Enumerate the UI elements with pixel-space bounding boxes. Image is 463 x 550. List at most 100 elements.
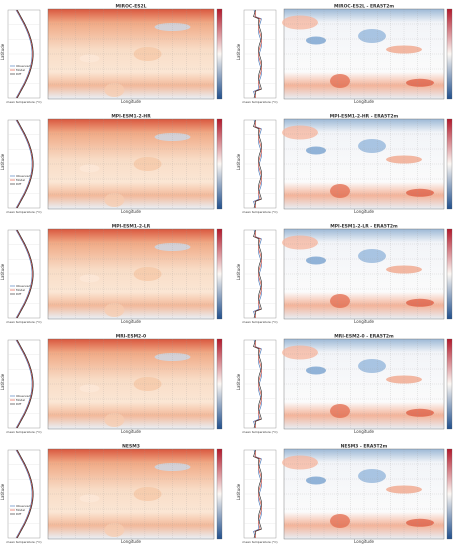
axis-label: mean temperature (°C) — [242, 210, 277, 214]
map-title: MPI-ESM1-2-HR - ERA5T2m — [330, 114, 399, 120]
axis-label: Latitude — [236, 483, 241, 500]
map-anomaly — [282, 345, 318, 360]
axis-label: mean temperature (°C) — [6, 320, 41, 324]
axis-label: Latitude — [236, 263, 241, 280]
map-anomaly — [79, 54, 100, 63]
colorbar — [446, 448, 453, 540]
profile-line — [16, 339, 34, 429]
map-anomaly — [133, 377, 162, 391]
axis-label: Longitude — [121, 539, 141, 544]
legend-label: Model — [16, 288, 25, 292]
map-anomaly — [306, 366, 326, 375]
axis-label: Longitude — [354, 319, 374, 324]
profile-line — [15, 339, 33, 429]
profile-line — [15, 119, 33, 209]
map-anomaly — [79, 274, 100, 283]
colorbar — [216, 228, 223, 320]
map-anomaly — [330, 404, 350, 418]
map-title: MIROC-ES2L — [115, 4, 146, 10]
legend-label: Diff — [16, 402, 22, 406]
axis-label: Latitude — [236, 153, 241, 170]
axis-label: Latitude — [0, 153, 5, 170]
legend-label: Observed — [16, 394, 31, 398]
profile-line — [253, 9, 262, 99]
profile-line — [16, 229, 34, 319]
profile-line — [16, 229, 33, 319]
axis-label: Longitude — [354, 429, 374, 434]
profile-line — [16, 119, 34, 209]
map-anomaly — [358, 29, 386, 43]
map-anomaly — [358, 249, 386, 263]
map-title: MPI-ESM1-2-LR - ERA5T2m — [330, 224, 398, 230]
map-anomaly — [79, 494, 100, 503]
profile-line — [253, 449, 262, 539]
legend-label: Observed — [16, 174, 31, 178]
profile-line — [15, 449, 33, 539]
colorbar — [446, 118, 453, 210]
legend-label: Model — [16, 178, 25, 182]
axis-label: Latitude — [0, 43, 5, 60]
profile-line — [15, 9, 33, 99]
map-anomaly — [358, 469, 386, 483]
map-anomaly — [330, 294, 350, 308]
legend-label: Diff — [16, 512, 22, 516]
legend-label: Diff — [16, 182, 22, 186]
axis-label: Longitude — [121, 319, 141, 324]
map-title: MRI-ESM2-0 - ERA5T2m — [334, 334, 394, 340]
map-title: NESM3 - ERA5T2m — [341, 444, 388, 450]
map-anomaly — [358, 359, 386, 373]
map-anomaly — [104, 523, 125, 537]
map-anomaly — [406, 408, 434, 417]
map-anomaly — [133, 487, 162, 501]
axis-label: mean temperature (°C) — [242, 430, 277, 434]
axis-label: mean temperature (°C) — [242, 540, 277, 544]
map-anomaly — [306, 256, 326, 265]
map-anomaly — [104, 303, 125, 317]
axis-label: Longitude — [354, 539, 374, 544]
axis-label: Latitude — [0, 263, 5, 280]
legend-label: Diff — [16, 292, 22, 296]
axis-label: Longitude — [121, 209, 141, 214]
map-anomaly — [133, 157, 162, 171]
colorbar — [216, 8, 223, 100]
map-title: MPI-ESM1-2-LR — [112, 224, 151, 230]
legend-label: Model — [16, 508, 25, 512]
map-anomaly — [79, 164, 100, 173]
axis-label: Longitude — [121, 429, 141, 434]
map-anomaly — [282, 15, 318, 30]
map-anomaly — [306, 146, 326, 155]
map-title: MPI-ESM1-2-HR — [111, 114, 151, 120]
colorbar — [216, 338, 223, 430]
profile-line — [253, 339, 262, 429]
profile-line — [16, 339, 33, 429]
map-anomaly — [406, 518, 434, 527]
axis-label: Latitude — [0, 373, 5, 390]
map-title: NESM3 — [122, 444, 140, 450]
map-anomaly — [330, 514, 350, 528]
map-anomaly — [133, 47, 162, 61]
map-anomaly — [282, 125, 318, 140]
legend-label: Observed — [16, 284, 31, 288]
legend-label: Observed — [16, 64, 31, 68]
axis-label: Longitude — [354, 209, 374, 214]
map-anomaly — [104, 413, 125, 427]
map-anomaly — [79, 384, 100, 393]
profile-line — [16, 449, 34, 539]
axis-label: Longitude — [354, 99, 374, 104]
map-anomaly — [358, 139, 386, 153]
legend-label: Observed — [16, 504, 31, 508]
profile-line — [16, 449, 33, 539]
axis-label: Longitude — [121, 99, 141, 104]
axis-label: mean temperature (°C) — [6, 210, 41, 214]
map-anomaly — [330, 184, 350, 198]
axis-label: Latitude — [236, 373, 241, 390]
map-anomaly — [406, 188, 434, 197]
colorbar — [216, 118, 223, 210]
map-anomaly — [406, 78, 434, 87]
axis-label: mean temperature (°C) — [6, 100, 41, 104]
map-anomaly — [306, 36, 326, 45]
axis-label: mean temperature (°C) — [6, 540, 41, 544]
map-anomaly — [406, 298, 434, 307]
profile-line — [16, 9, 34, 99]
axis-label: mean temperature (°C) — [242, 320, 277, 324]
